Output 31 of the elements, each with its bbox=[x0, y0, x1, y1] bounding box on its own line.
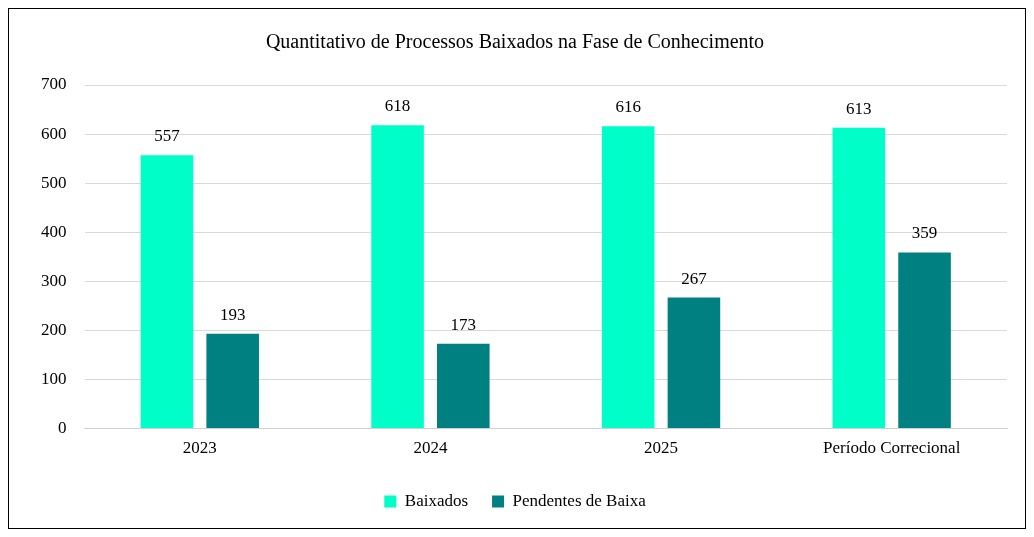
data-label: 613 bbox=[846, 98, 872, 118]
y-tick-label: 600 bbox=[41, 123, 67, 143]
x-tick-label: Período Correcional bbox=[822, 438, 961, 458]
data-label: 618 bbox=[384, 96, 411, 116]
y-tick-label: 400 bbox=[41, 221, 67, 241]
bar bbox=[898, 252, 951, 429]
data-label: 616 bbox=[615, 97, 641, 117]
data-label: 173 bbox=[450, 314, 477, 334]
y-tick-label: 300 bbox=[41, 270, 67, 290]
bar bbox=[437, 343, 490, 429]
x-tick-label: 2025 bbox=[644, 438, 679, 458]
y-tick-label: 500 bbox=[41, 172, 67, 192]
data-label: 193 bbox=[219, 304, 246, 324]
bar bbox=[601, 126, 655, 429]
legend-label: Pendentes de Baixa bbox=[512, 490, 647, 510]
y-tick-label: 100 bbox=[41, 368, 67, 388]
x-tick-label: 2024 bbox=[413, 438, 448, 458]
data-label: 557 bbox=[154, 126, 181, 146]
y-tick-label: 0 bbox=[58, 418, 67, 438]
data-label: 267 bbox=[681, 268, 708, 288]
chart-title: Quantitativo de Processos Baixados na Fase de Conhecimento bbox=[265, 30, 765, 53]
data-label: 359 bbox=[911, 223, 938, 243]
bar bbox=[667, 297, 721, 429]
bar bbox=[140, 155, 194, 429]
y-tick-label: 200 bbox=[41, 319, 67, 339]
x-tick-label: 2023 bbox=[182, 438, 217, 458]
y-tick-label: 700 bbox=[41, 74, 67, 94]
bar bbox=[206, 333, 259, 429]
bar bbox=[832, 127, 886, 429]
legend-label: Baixados bbox=[404, 490, 469, 510]
bar bbox=[371, 125, 424, 429]
